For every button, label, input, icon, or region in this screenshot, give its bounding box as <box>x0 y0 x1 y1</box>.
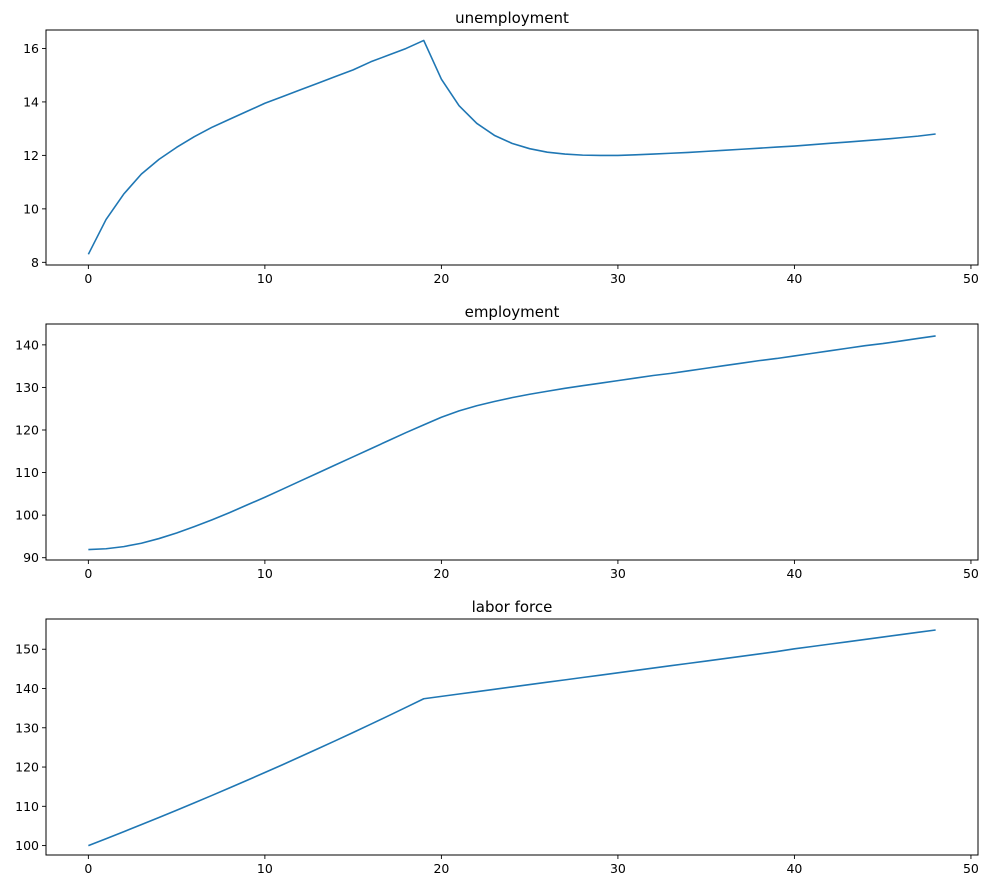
y-tick-label: 110 <box>15 799 39 814</box>
subplot-labor-force: labor force 0 10 20 30 40 50 100 110 120 130 140 150 <box>15 598 979 876</box>
y-tick-label: 8 <box>31 255 39 270</box>
x-tick-label: 30 <box>610 271 626 286</box>
x-tick-label: 50 <box>963 861 979 876</box>
x-tick-label: 40 <box>786 861 802 876</box>
y-tick-label: 150 <box>15 642 39 657</box>
x-tick-label: 20 <box>433 271 449 286</box>
subplot-employment: employment 0 10 20 30 40 50 90 100 110 120 130 140 <box>15 303 979 581</box>
x-tick-label: 0 <box>84 271 92 286</box>
y-tick-label: 130 <box>15 380 39 395</box>
axes-frame <box>45 29 979 266</box>
y-tick-label: 130 <box>15 720 39 735</box>
x-tick-label: 40 <box>786 271 802 286</box>
y-tick-label: 100 <box>15 508 39 523</box>
chart-title: employment <box>465 303 560 321</box>
x-tick-label: 30 <box>610 861 626 876</box>
x-tick-label: 50 <box>963 271 979 286</box>
y-tick-label: 110 <box>15 465 39 480</box>
x-tick-label: 10 <box>257 861 273 876</box>
series-line <box>88 629 936 847</box>
x-tick-label: 20 <box>433 861 449 876</box>
chart-title: labor force <box>472 598 553 616</box>
x-tick-label: 10 <box>257 566 273 581</box>
y-tick-label: 140 <box>15 337 39 352</box>
y-tick-label: 16 <box>23 41 39 56</box>
y-tick-label: 90 <box>23 550 39 565</box>
x-tick-label: 10 <box>257 271 273 286</box>
x-tick-label: 0 <box>84 566 92 581</box>
y-tick-label: 14 <box>23 94 39 109</box>
axes-frame <box>45 323 979 561</box>
series-line <box>87 39 936 255</box>
chart-title: unemployment <box>455 9 569 27</box>
axes-frame <box>45 618 979 856</box>
y-tick-label: 120 <box>15 422 39 437</box>
x-tick-label: 0 <box>84 861 92 876</box>
y-tick-label: 10 <box>23 201 39 216</box>
y-tick-label: 120 <box>15 760 39 775</box>
subplot-unemployment: unemployment 0 10 20 30 40 50 8 10 12 14 16 <box>23 9 979 286</box>
x-tick-label: 30 <box>610 566 626 581</box>
y-tick-label: 100 <box>15 838 39 853</box>
x-tick-label: 40 <box>786 566 802 581</box>
series-line <box>88 335 936 551</box>
y-tick-label: 140 <box>15 681 39 696</box>
x-tick-label: 20 <box>433 566 449 581</box>
y-tick-label: 12 <box>23 148 39 163</box>
x-tick-label: 50 <box>963 566 979 581</box>
